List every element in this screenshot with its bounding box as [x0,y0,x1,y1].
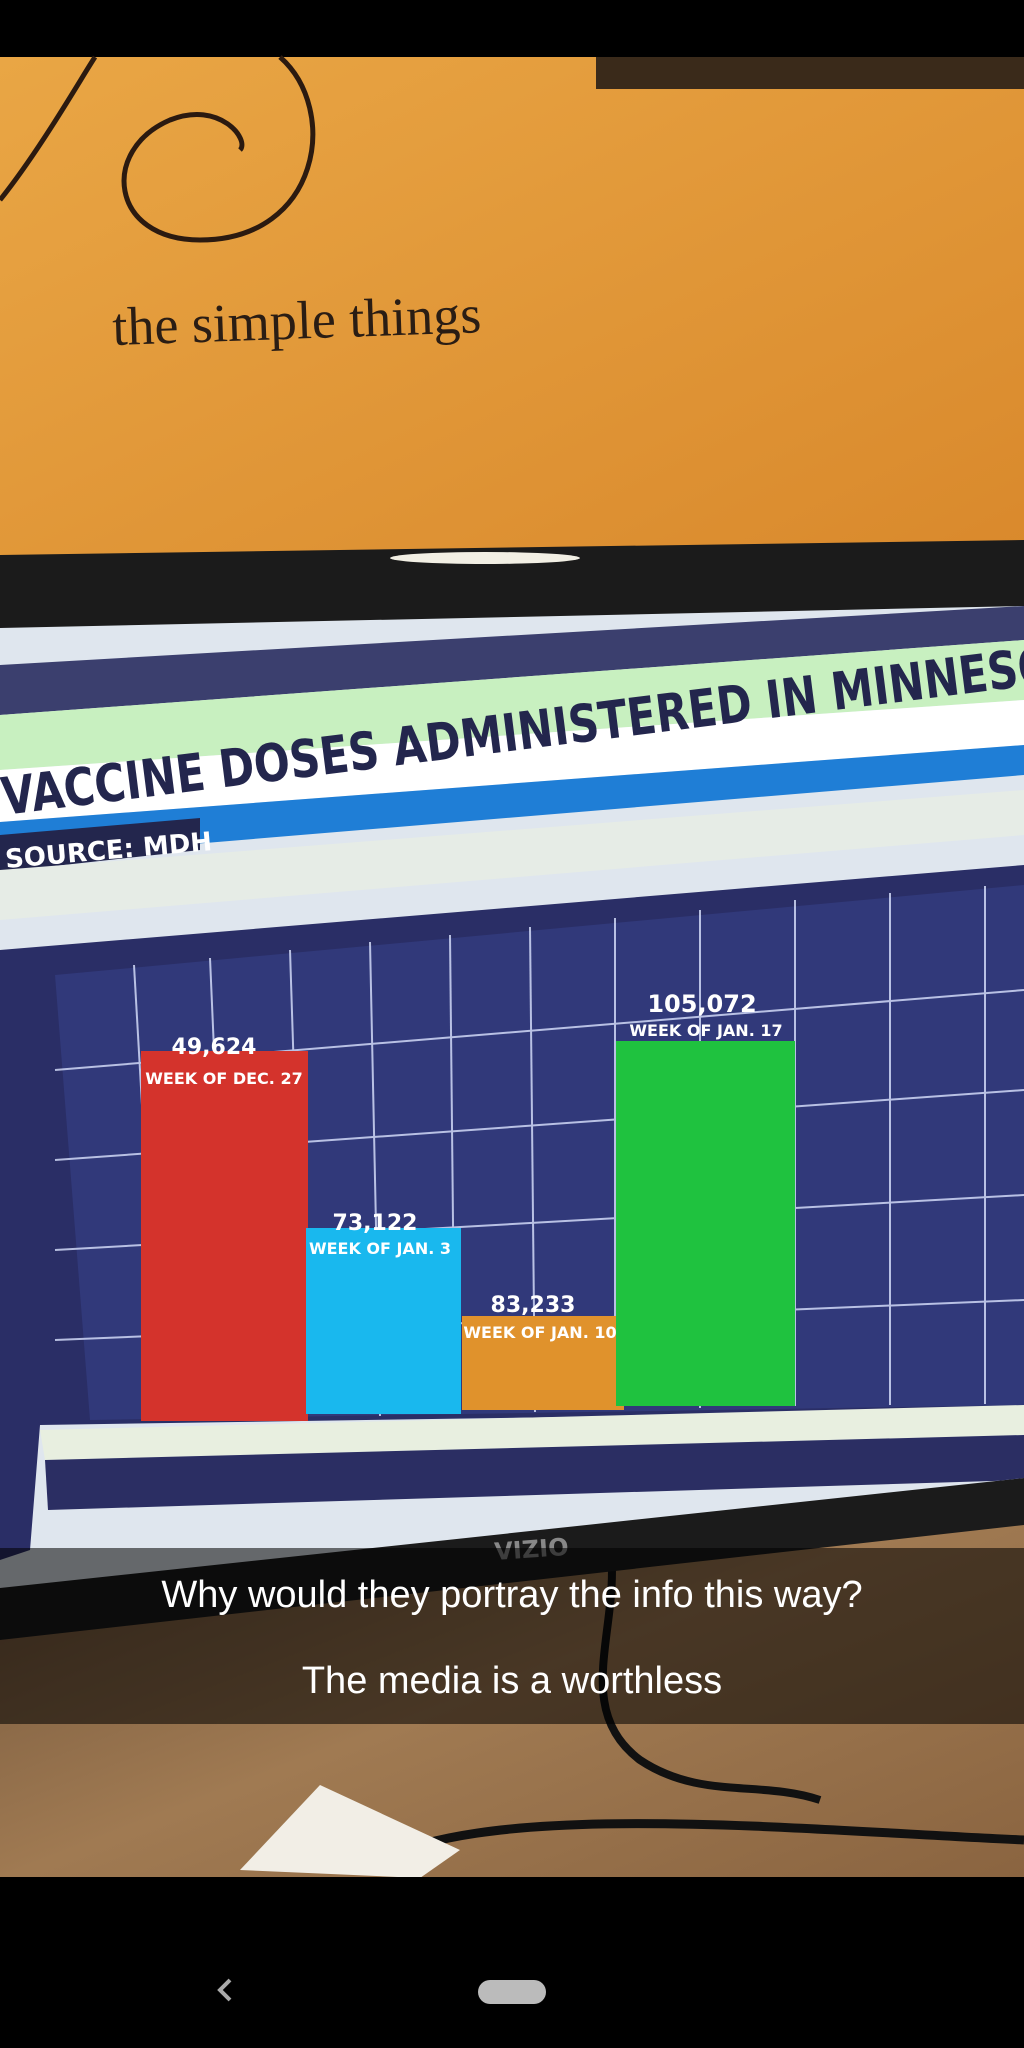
bar [616,1041,795,1406]
nav-bar [0,1877,1024,2048]
bar-value: 83,233 [491,1293,576,1318]
blue-band [0,745,1024,860]
chart-footer [45,1435,1024,1510]
top-band [0,606,1024,715]
back-button[interactable] [217,1978,232,2002]
bar [462,1316,624,1410]
chart-base [40,1405,1024,1460]
tv-bezel [0,540,1024,630]
home-button[interactable] [478,1980,546,2004]
caption: The media is a worthless [302,1660,722,1702]
sub-band [0,790,1024,920]
bar-value: 49,624 [172,1035,257,1060]
bar-label: WEEK OF JAN. 10 [463,1323,616,1342]
caption: Why would they portray the info this way… [161,1574,862,1616]
bar-value: 73,122 [333,1211,418,1236]
bar-label: WEEK OF JAN. 3 [309,1239,451,1258]
tv-screen: VACCINE DOSES ADMINISTERED IN MINNESO SO… [0,606,1024,1588]
caption-bar [0,1548,1024,1636]
source-tag [0,818,200,872]
bar-label: WEEK OF JAN. 17 [629,1021,782,1040]
title-highlight [0,640,1024,770]
wall-text: the simple things [111,284,482,357]
caption-bar [0,1636,1024,1724]
light-reflection [390,552,580,564]
bar [141,1051,308,1421]
swirl [0,55,98,202]
bar-label: WEEK OF DEC. 27 [145,1069,302,1088]
swirl [121,55,316,243]
cable [377,1819,1024,1865]
wall [0,57,1024,557]
title-band [0,700,1024,822]
bar [306,1228,461,1414]
status-bar [0,0,1024,57]
paper [240,1785,460,1878]
frame-edge [596,57,1024,89]
bar-value: 105,072 [647,990,756,1018]
